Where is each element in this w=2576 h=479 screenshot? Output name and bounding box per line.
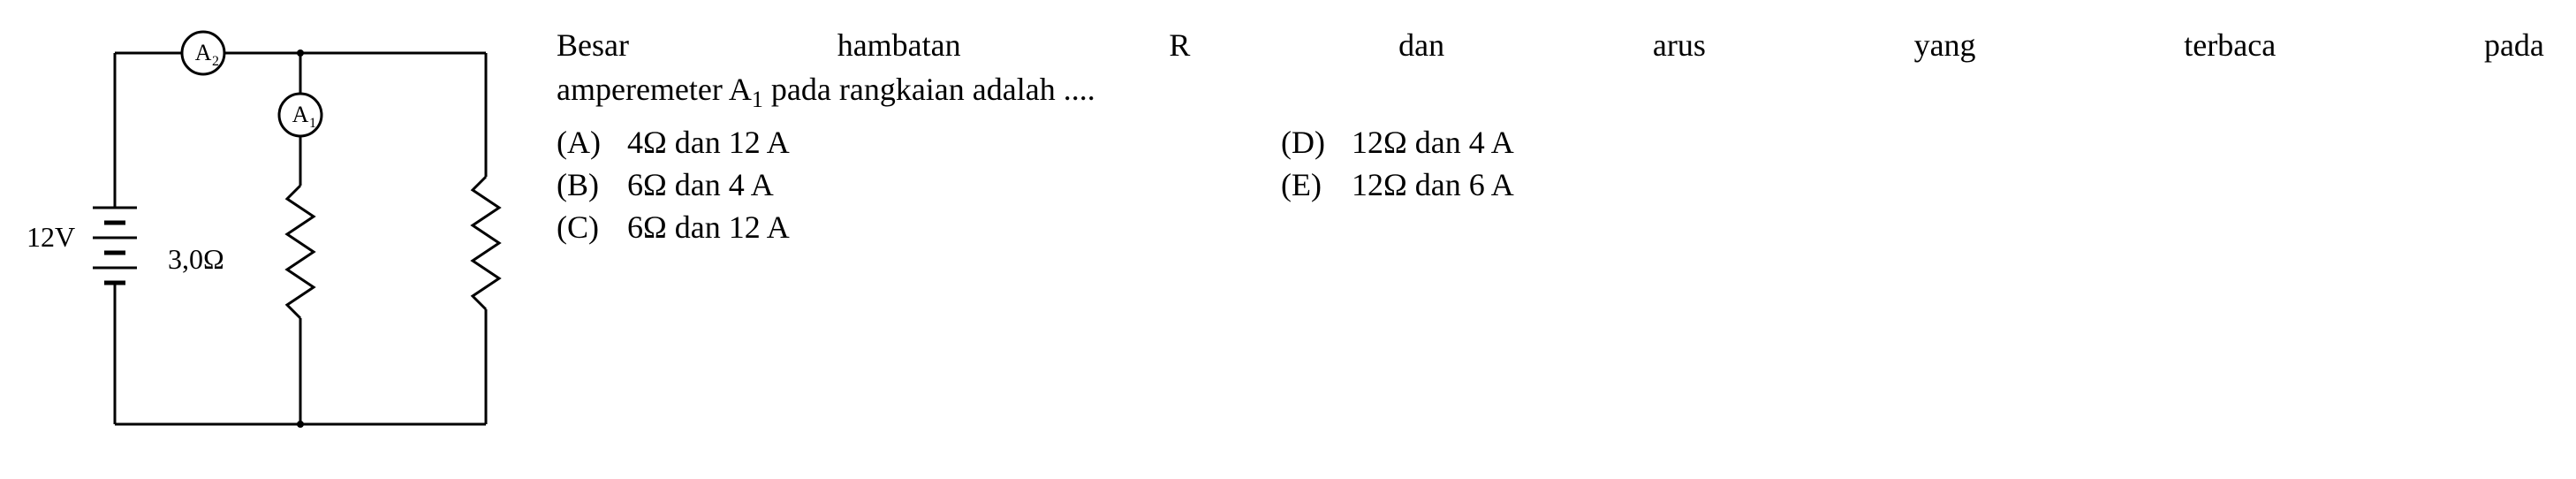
question-line-2: amperemeter A1 pada rangkaian adalah ...… — [557, 71, 2549, 113]
option-b: (B) 6Ω dan 4 A — [557, 166, 1281, 203]
option-d: (D) 12Ω dan 4 A — [1281, 124, 1514, 161]
answer-options: (A) 4Ω dan 12 A (D) 12Ω dan 4 A (B) 6Ω d… — [557, 124, 2549, 246]
option-b-label: (B) — [557, 166, 627, 203]
option-row-3: (C) 6Ω dan 12 A — [557, 209, 2549, 246]
option-e-label: (E) — [1281, 166, 1352, 203]
q-line2-prefix: amperemeter A — [557, 72, 752, 107]
q-word: pada — [2484, 27, 2544, 64]
svg-text:2: 2 — [212, 54, 219, 69]
circuit-svg: A 2 A 1 — [80, 18, 521, 460]
q-word: terbaca — [2184, 27, 2276, 64]
question-line-1: Besar hambatan R dan arus yang terbaca p… — [557, 27, 2544, 64]
option-row-2: (B) 6Ω dan 4 A (E) 12Ω dan 6 A — [557, 166, 2549, 203]
option-d-label: (D) — [1281, 124, 1352, 161]
option-row-1: (A) 4Ω dan 12 A (D) 12Ω dan 4 A — [557, 124, 2549, 161]
q-word: arus — [1653, 27, 1706, 64]
question-content: Besar hambatan R dan arus yang terbaca p… — [557, 18, 2549, 251]
option-e-text: 12Ω dan 6 A — [1352, 166, 1514, 203]
option-d-text: 12Ω dan 4 A — [1352, 124, 1514, 161]
q-word: dan — [1398, 27, 1444, 64]
option-c-text: 6Ω dan 12 A — [627, 209, 790, 246]
q-word: yang — [1914, 27, 1976, 64]
option-a-text: 4Ω dan 12 A — [627, 124, 790, 161]
q-word: Besar — [557, 27, 629, 64]
q-word: hambatan — [837, 27, 961, 64]
option-c-label: (C) — [557, 209, 627, 246]
q-word: R — [1169, 27, 1190, 64]
svg-text:A: A — [195, 40, 212, 65]
q-line2-suffix: pada rangkaian adalah .... — [763, 72, 1095, 107]
option-a-label: (A) — [557, 124, 627, 161]
option-e: (E) 12Ω dan 6 A — [1281, 166, 1514, 203]
question-container: 12V 3,0Ω — [27, 18, 2549, 460]
circuit-diagram: 12V 3,0Ω — [27, 18, 521, 460]
option-a: (A) 4Ω dan 12 A — [557, 124, 1281, 161]
option-b-text: 6Ω dan 4 A — [627, 166, 774, 203]
svg-text:A: A — [292, 102, 309, 127]
q-line2-sub: 1 — [752, 87, 763, 112]
svg-text:1: 1 — [309, 116, 316, 131]
voltage-source-label: 12V — [27, 221, 75, 254]
option-c: (C) 6Ω dan 12 A — [557, 209, 1281, 246]
